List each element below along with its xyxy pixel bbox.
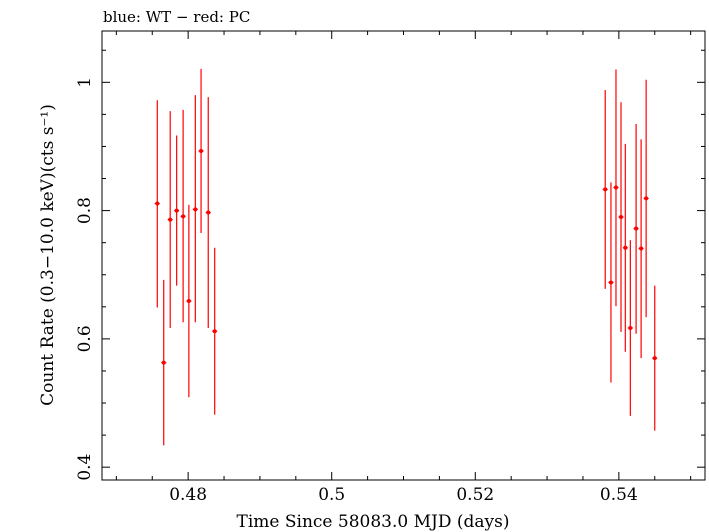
data-point — [180, 109, 186, 323]
y-tick-label: 0.6 — [75, 325, 95, 352]
chart-title: blue: WT − red: PC — [103, 8, 250, 26]
data-point — [161, 279, 167, 446]
data-point — [613, 69, 619, 307]
point-marker — [619, 215, 624, 220]
y-axis-label: Count Rate (0.3−10.0 keV)(cts s⁻¹) — [38, 104, 58, 406]
data-point — [643, 79, 649, 318]
point-marker — [628, 325, 633, 330]
point-marker — [644, 196, 649, 201]
point-marker — [603, 187, 608, 192]
point-marker — [168, 217, 173, 222]
data-point — [212, 247, 218, 415]
point-marker — [199, 148, 204, 153]
point-marker — [623, 245, 628, 250]
data-point — [186, 204, 192, 398]
data-point — [192, 95, 198, 323]
y-tick-label: 0.8 — [75, 197, 95, 224]
data-point — [602, 90, 608, 289]
x-axis-label: Time Since 58083.0 MJD (days) — [237, 512, 510, 532]
point-marker — [212, 329, 217, 334]
point-marker — [161, 360, 166, 365]
plot-frame — [101, 30, 706, 481]
y-axis-ticks: 0.4 0.6 0.8 1 — [75, 49, 705, 481]
data-point — [638, 139, 644, 359]
point-marker — [613, 185, 618, 190]
x-tick-label: 0.54 — [600, 485, 638, 505]
data-point — [205, 97, 211, 328]
data-point — [633, 124, 639, 334]
data-point — [652, 285, 658, 431]
y-tick-label: 0.4 — [75, 454, 95, 481]
data-point — [167, 111, 173, 328]
data-point — [618, 102, 624, 332]
data-point — [622, 143, 628, 352]
x-tick-label: 0.5 — [318, 485, 345, 505]
point-marker — [174, 208, 179, 213]
point-marker — [652, 356, 657, 361]
data-point — [608, 182, 614, 383]
y-tick-label: 1 — [75, 77, 95, 88]
point-marker — [155, 201, 160, 206]
point-marker — [608, 280, 613, 285]
data-points — [154, 68, 658, 446]
point-marker — [186, 299, 191, 304]
point-marker — [206, 210, 211, 215]
point-marker — [181, 214, 186, 219]
x-tick-label: 0.52 — [456, 485, 494, 505]
x-axis-ticks: 0.48 0.5 0.52 0.54 — [115, 31, 692, 505]
point-marker — [634, 226, 639, 231]
point-marker — [639, 246, 644, 251]
x-tick-label: 0.48 — [169, 485, 207, 505]
point-marker — [193, 207, 198, 212]
data-point — [174, 135, 180, 286]
data-point — [198, 68, 204, 234]
data-point — [154, 100, 160, 308]
data-point — [627, 240, 633, 416]
